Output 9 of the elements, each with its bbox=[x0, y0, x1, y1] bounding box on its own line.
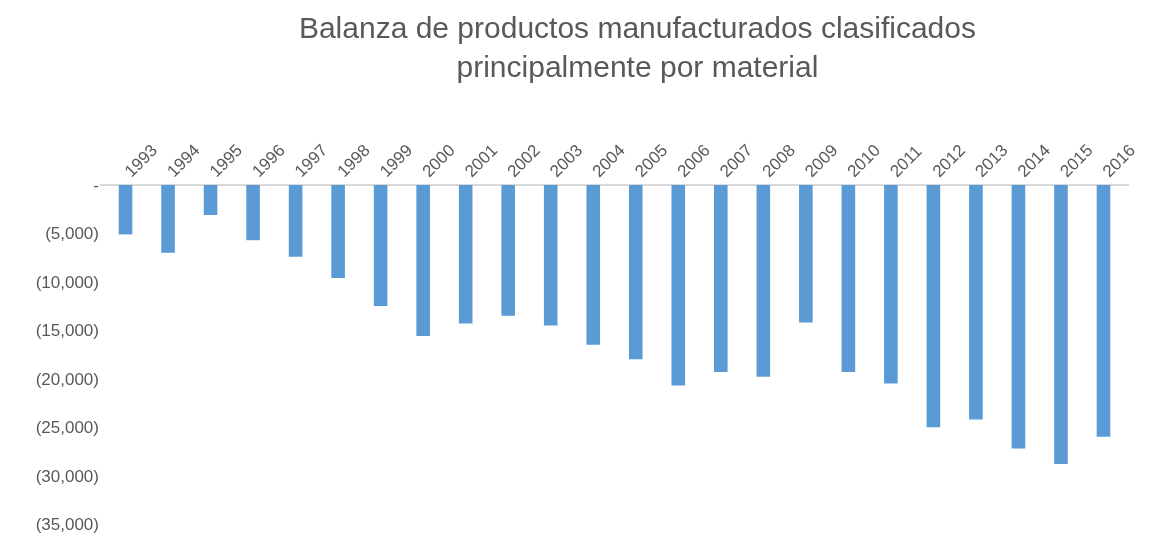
y-tick-label: (30,000) bbox=[35, 466, 99, 486]
y-tick-label: (35,000) bbox=[35, 514, 99, 534]
y-tick-label: (10,000) bbox=[35, 272, 99, 292]
chart-title: Balanza de productos manufacturados clasificados principalmente por material bbox=[298, 11, 976, 84]
y-tick-label: (25,000) bbox=[35, 418, 99, 438]
y-tick-label: (15,000) bbox=[35, 321, 99, 341]
y-tick-label: - bbox=[93, 175, 99, 195]
y-tick-label: (5,000) bbox=[45, 224, 99, 244]
y-tick-label: (20,000) bbox=[35, 369, 99, 389]
